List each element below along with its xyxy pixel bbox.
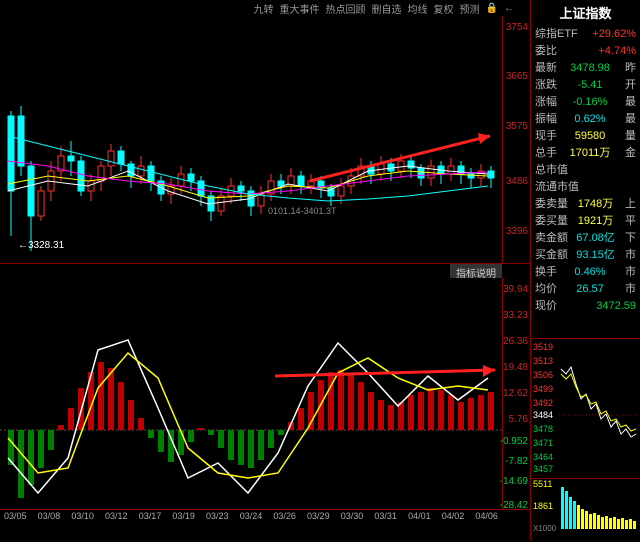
chart-toolbar: 九转 重大事件 热点回顾 删自选 均线 复权 预测 🔒 ← bbox=[0, 0, 530, 16]
svg-text:←3328.31: ←3328.31 bbox=[18, 240, 65, 251]
quote-row: 总手17011万金 bbox=[531, 144, 640, 161]
svg-text:5511: 5511 bbox=[533, 479, 552, 489]
quote-row: 振幅0.62%最 bbox=[531, 110, 640, 127]
quote-sidebar: 上证指数 综指ETF+29.62%委比+4.74%最新3478.98昨涨跌-5.… bbox=[530, 0, 640, 541]
quote-row: 涨跌-5.41开 bbox=[531, 76, 640, 93]
svg-text:3464: 3464 bbox=[533, 452, 553, 462]
quote-row: 现价3472.59 bbox=[531, 297, 640, 314]
tb-4[interactable]: 均线 bbox=[408, 1, 428, 16]
tb-2[interactable]: 热点回顾 bbox=[326, 1, 366, 16]
quote-row: 委买量1921万平 bbox=[531, 212, 640, 229]
svg-text:3513: 3513 bbox=[533, 356, 553, 366]
tb-1[interactable]: 重大事件 bbox=[280, 1, 320, 16]
svg-text:3471: 3471 bbox=[533, 438, 553, 448]
macd-chart[interactable] bbox=[0, 278, 502, 510]
quote-row: 买金额93.15亿市 bbox=[531, 246, 640, 263]
svg-text:3492: 3492 bbox=[533, 398, 553, 408]
quote-row: 均价26.57市 bbox=[531, 280, 640, 297]
quote-row: 流通市值 bbox=[531, 178, 640, 195]
svg-text:0101.14-3401.3T: 0101.14-3401.3T bbox=[268, 206, 337, 216]
date-axis: 03/0503/0803/1003/1203/1703/1903/2303/24… bbox=[0, 510, 502, 524]
quote-row: 最新3478.98昨 bbox=[531, 59, 640, 76]
svg-text:3478: 3478 bbox=[533, 424, 553, 434]
mini-volume[interactable]: 5511 1861 X1000 bbox=[531, 478, 640, 538]
indicator-label[interactable]: 指标说明 bbox=[450, 264, 502, 278]
svg-text:3519: 3519 bbox=[533, 342, 553, 352]
quote-row: 涨幅-0.16%最 bbox=[531, 93, 640, 110]
quote-row: 卖金额67.08亿下 bbox=[531, 229, 640, 246]
tb-0[interactable]: 九转 bbox=[254, 1, 274, 16]
quote-row: 总市值 bbox=[531, 161, 640, 178]
quote-row: 委比+4.74% bbox=[531, 42, 640, 59]
quote-row: 综指ETF+29.62% bbox=[531, 25, 640, 42]
back-icon[interactable]: ← bbox=[504, 3, 514, 14]
svg-text:X1000: X1000 bbox=[533, 524, 557, 533]
main-area: 九转 重大事件 热点回顾 删自选 均线 复权 预测 🔒 ← ←3328.31 01… bbox=[0, 0, 530, 541]
svg-text:3506: 3506 bbox=[533, 370, 553, 380]
tb-3[interactable]: 删自选 bbox=[372, 1, 402, 16]
quote-row: 现手59580量 bbox=[531, 127, 640, 144]
svg-text:3484: 3484 bbox=[533, 410, 553, 420]
index-title: 上证指数 bbox=[531, 0, 640, 25]
svg-text:1861: 1861 bbox=[533, 501, 553, 511]
svg-text:3457: 3457 bbox=[533, 464, 553, 474]
mini-chart[interactable]: 3519 3513 3506 3499 3492 3484 3478 3471 3464 3457 bbox=[531, 338, 640, 478]
macd-scale: 39.9433.2326.3619.4812.625.76-0.952-7.82… bbox=[502, 278, 530, 510]
svg-text:3499: 3499 bbox=[533, 384, 553, 394]
price-scale: 37543665357534863396 bbox=[502, 16, 530, 264]
quote-row: 换手0.46%市 bbox=[531, 263, 640, 280]
lock-icon[interactable]: 🔒 bbox=[486, 3, 498, 14]
price-chart[interactable]: ←3328.31 0101.14-3401.3T bbox=[0, 16, 502, 264]
tb-6[interactable]: 预测 bbox=[460, 1, 480, 16]
tb-5[interactable]: 复权 bbox=[434, 1, 454, 16]
quote-row: 委卖量1748万上 bbox=[531, 195, 640, 212]
